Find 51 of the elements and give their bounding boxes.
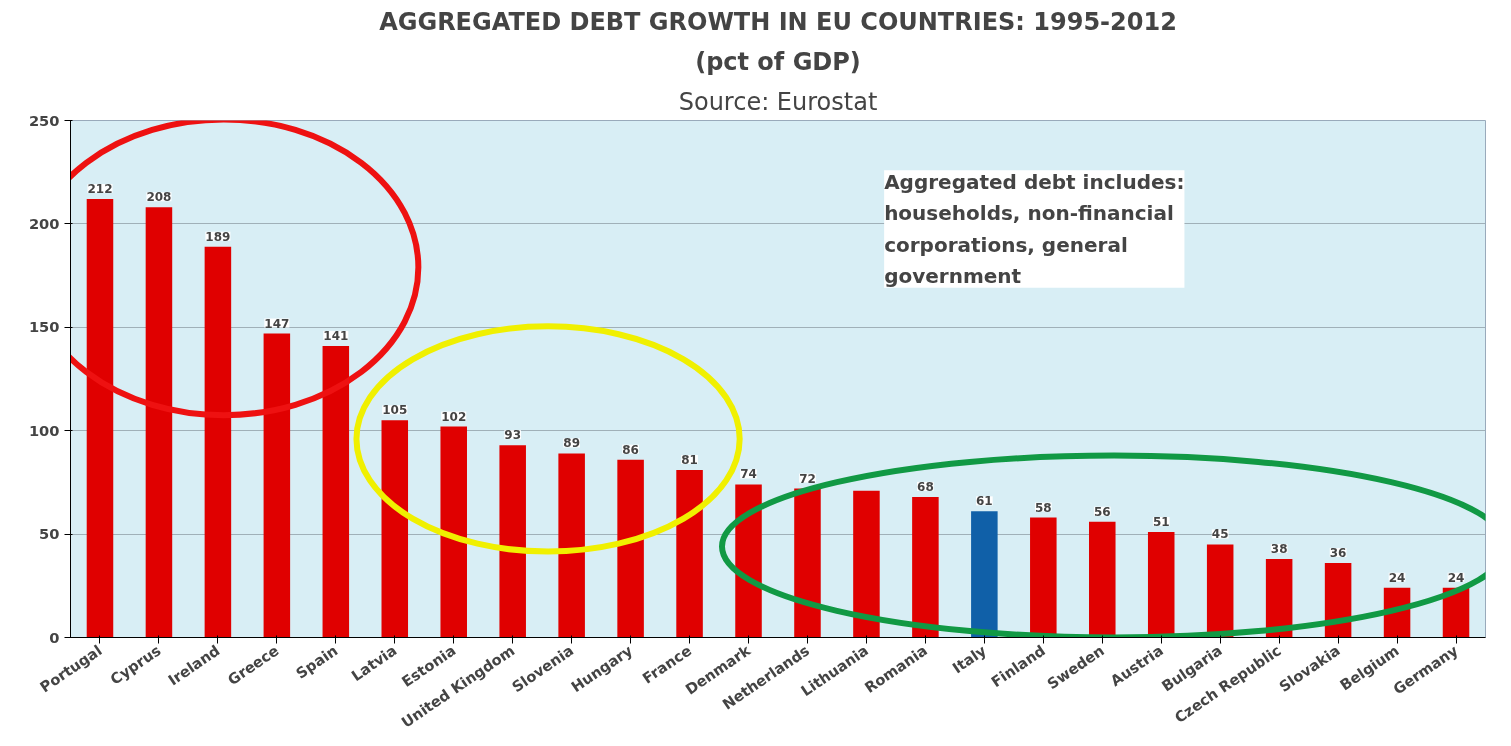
data-label: 81 [681, 452, 698, 467]
annotation: Aggregated debt includes: households, non-financial corporations, general government [884, 170, 1185, 288]
chart-subtitle: (pct of GDP) [695, 47, 861, 76]
data-label: 86 [622, 442, 639, 457]
bar [145, 207, 173, 638]
bar [440, 426, 467, 638]
source-note: Source: Eurostat [678, 87, 878, 116]
data-label: 208 [146, 190, 172, 205]
bar [676, 469, 703, 638]
y-tick-label: 250 [28, 111, 60, 129]
bar [263, 333, 291, 638]
bar [499, 445, 526, 638]
data-label: 61 [976, 494, 993, 509]
bar [204, 246, 232, 638]
y-tick-label: 150 [28, 318, 60, 336]
data-label: 189 [205, 229, 231, 244]
y-tick-label: 100 [28, 421, 60, 439]
data-label: 93 [504, 428, 522, 443]
bar [558, 453, 585, 638]
bar [617, 459, 644, 638]
data-label: 56 [1093, 504, 1111, 519]
data-label: 212 [87, 182, 113, 197]
data-label: 68 [917, 479, 934, 494]
bar [912, 496, 939, 638]
data-label: 58 [1034, 500, 1052, 515]
y-tick-label: 50 [39, 525, 60, 543]
data-label: 74 [740, 467, 757, 482]
bar [322, 345, 350, 638]
data-label: 102 [441, 409, 467, 424]
bar [853, 490, 880, 638]
data-label: 45 [1211, 527, 1229, 542]
data-label: 36 [1329, 546, 1347, 561]
data-label: 24 [1447, 570, 1465, 585]
data-label: 72 [799, 471, 816, 486]
bar [86, 199, 114, 638]
data-label: 51 [1152, 515, 1170, 530]
bar [1265, 558, 1293, 638]
chart-title: AGGREGATED DEBT GROWTH IN EU COUNTRIES: 1995-2012 [379, 7, 1177, 36]
bar [735, 484, 762, 638]
data-label: 89 [563, 436, 580, 451]
bar [1206, 544, 1234, 638]
data-label: 24 [1388, 570, 1406, 585]
data-label: 141 [323, 328, 349, 343]
data-label: 38 [1270, 541, 1288, 556]
y-tick-label: 200 [28, 214, 60, 232]
bar [971, 511, 998, 638]
y-tick-label: 0 [49, 628, 60, 646]
bar [381, 420, 409, 638]
data-label: 105 [382, 403, 408, 418]
bar [794, 488, 821, 638]
data-label: 147 [264, 316, 290, 331]
